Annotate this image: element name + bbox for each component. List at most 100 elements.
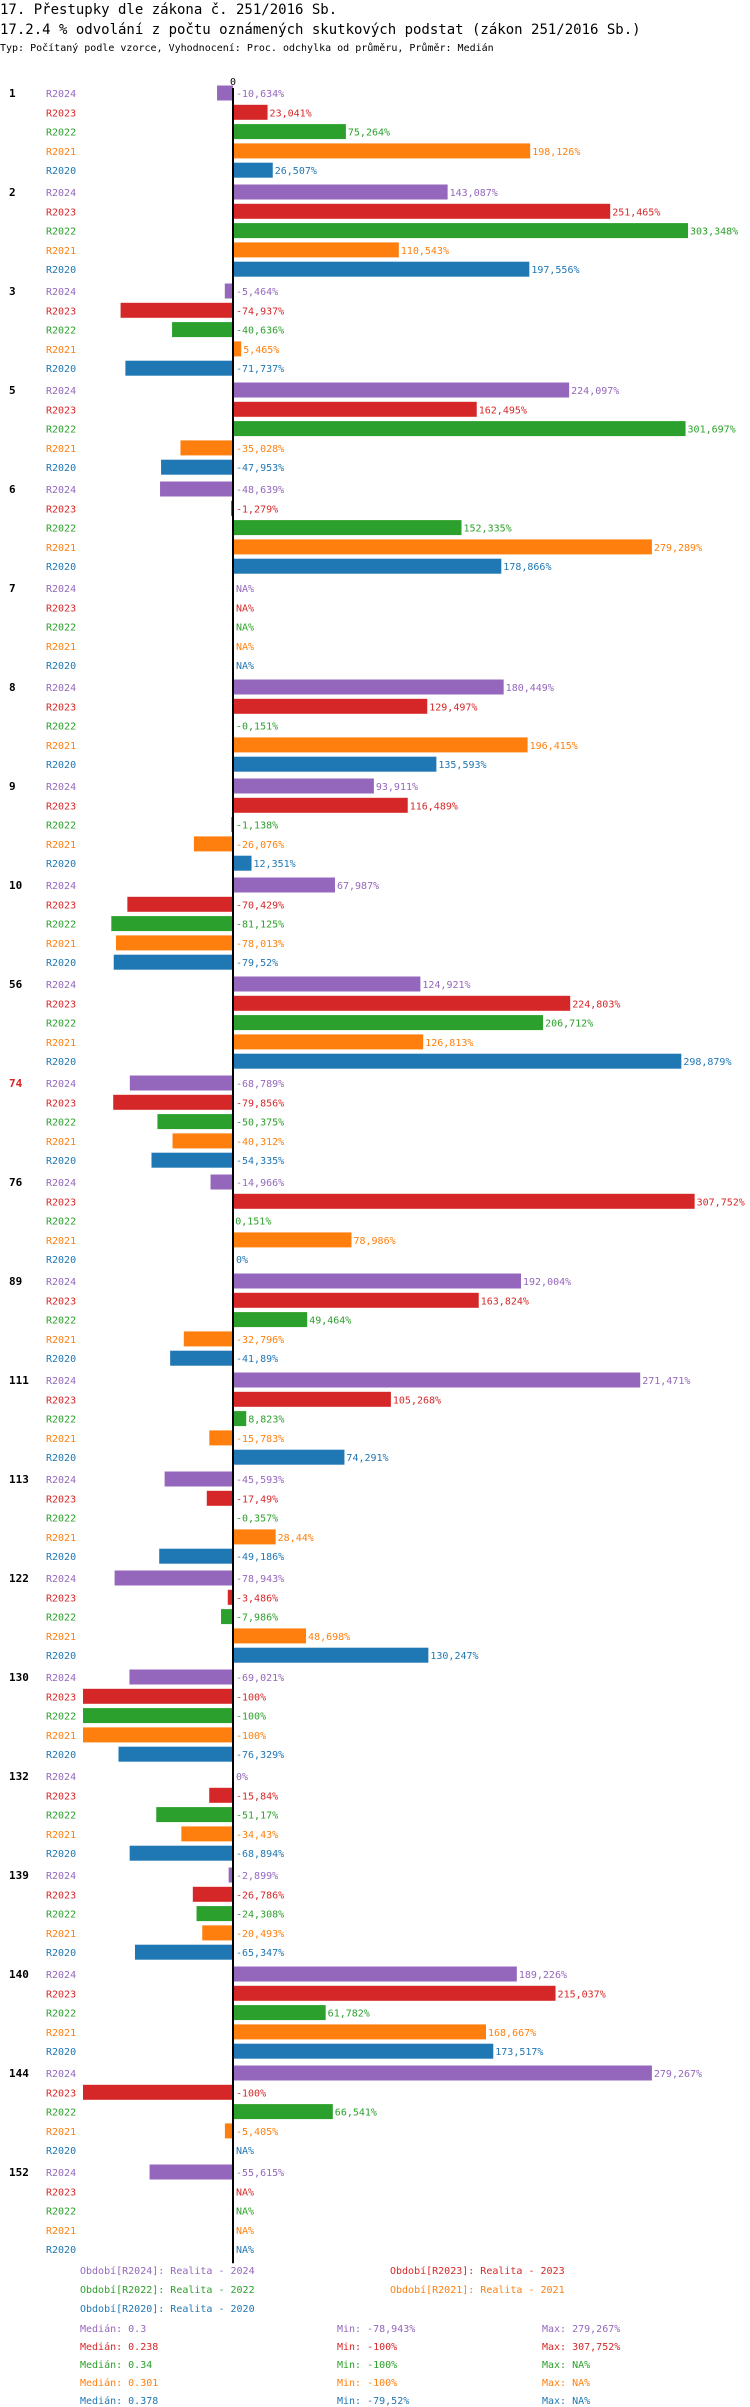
value-label-144-r2021: -5,405% [236,2127,278,2138]
value-label-111-r2023: 105,268% [393,1395,441,1406]
stat-min-r2020: Min: -79,52% [337,2396,409,2407]
series-label-7-r2023: R2023 [46,603,76,614]
series-label-76-r2022: R2022 [46,1217,76,1228]
value-label-3-r2024: -5,464% [236,287,278,298]
value-label-144-r2023: -100% [236,2088,266,2099]
value-label-7-r2023: NA% [236,603,254,614]
value-label-8-r2024: 180,449% [506,683,554,694]
value-label-2-r2021: 110,543% [401,246,449,257]
bar-132-r2021 [181,1826,233,1841]
bar-74-r2024 [130,1076,233,1091]
group-label-8: 8 [9,681,16,694]
series-label-8-r2020: R2020 [46,760,76,771]
group-label-1: 1 [9,87,16,100]
value-label-5-r2021: -35,028% [236,444,284,455]
bar-2-r2022 [233,223,688,238]
value-label-76-r2020: 0% [236,1255,248,1266]
value-label-139-r2020: -65,347% [236,1948,284,1959]
value-label-140-r2023: 215,037% [558,1989,606,2000]
value-label-74-r2024: -68,789% [236,1079,284,1090]
series-label-130-r2023: R2023 [46,1692,76,1703]
value-label-132-r2024: 0% [236,1772,248,1783]
bar-89-r2020 [170,1351,233,1366]
value-label-8-r2020: 135,593% [438,760,486,771]
value-label-1-r2022: 75,264% [348,128,390,139]
series-label-130-r2022: R2022 [46,1712,76,1723]
series-label-74-r2024: R2024 [46,1079,76,1090]
series-label-89-r2023: R2023 [46,1296,76,1307]
series-label-1-r2022: R2022 [46,128,76,139]
series-label-6-r2024: R2024 [46,485,76,496]
series-label-122-r2023: R2023 [46,1593,76,1604]
bar-5-r2021 [180,440,233,455]
series-label-139-r2024: R2024 [46,1871,76,1882]
group-label-130: 130 [9,1671,29,1684]
bar-6-r2021 [233,539,652,554]
bar-2-r2024 [233,185,448,200]
bar-56-r2024 [233,977,420,992]
value-label-89-r2022: 49,464% [309,1316,351,1327]
legend-period-r2024: Období[R2024]: Realita - 2024 [80,2266,255,2277]
bar-3-r2021 [233,341,241,356]
series-label-5-r2021: R2021 [46,444,76,455]
series-label-8-r2021: R2021 [46,741,76,752]
series-label-130-r2024: R2024 [46,1673,76,1684]
group-label-7: 7 [9,582,16,595]
group-label-89: 89 [9,1275,22,1288]
value-label-130-r2021: -100% [236,1731,266,1742]
bar-56-r2020 [233,1054,681,1069]
series-label-113-r2020: R2020 [46,1552,76,1563]
value-label-113-r2021: 28,44% [278,1533,314,1544]
value-label-139-r2022: -24,308% [236,1910,284,1921]
group-label-140: 140 [9,1968,29,1981]
series-label-10-r2024: R2024 [46,881,76,892]
stat-median-r2023: Medián: 0.238 [80,2342,158,2353]
bar-140-r2023 [233,1986,556,2001]
series-label-7-r2024: R2024 [46,584,76,595]
bar-5-r2020 [161,460,233,475]
bar-130-r2020 [119,1747,233,1762]
series-label-3-r2023: R2023 [46,306,76,317]
series-label-122-r2022: R2022 [46,1613,76,1624]
group-label-56: 56 [9,978,23,991]
bar-5-r2023 [233,402,477,417]
series-label-5-r2020: R2020 [46,463,76,474]
bar-3-r2024 [225,284,233,299]
series-label-7-r2020: R2020 [46,661,76,672]
bar-89-r2021 [184,1331,233,1346]
bar-10-r2022 [111,916,233,931]
value-label-8-r2023: 129,497% [429,702,477,713]
bar-139-r2020 [135,1945,233,1960]
value-label-5-r2023: 162,495% [479,405,527,416]
value-label-1-r2023: 23,041% [270,108,312,119]
value-label-3-r2021: 5,465% [243,345,279,356]
series-label-113-r2022: R2022 [46,1514,76,1525]
bar-122-r2022 [221,1609,233,1624]
value-label-76-r2021: 78,986% [353,1236,395,1247]
series-label-111-r2021: R2021 [46,1434,76,1445]
series-label-5-r2024: R2024 [46,386,76,397]
value-label-144-r2020: NA% [236,2146,254,2157]
value-label-89-r2023: 163,824% [481,1296,529,1307]
bar-6-r2024 [160,482,233,497]
bar-5-r2022 [233,421,686,436]
bar-144-r2023 [83,2085,233,2100]
series-label-76-r2021: R2021 [46,1236,76,1247]
series-label-2-r2020: R2020 [46,265,76,276]
bar-89-r2022 [233,1312,307,1327]
value-label-111-r2022: 8,823% [248,1415,284,1426]
value-label-152-r2023: NA% [236,2187,254,2198]
group-label-111: 111 [9,1374,29,1387]
value-label-10-r2020: -79,52% [236,958,278,969]
value-label-56-r2022: 206,712% [545,1019,593,1030]
legend-period-r2022: Období[R2022]: Realita - 2022 [80,2285,255,2296]
series-label-113-r2023: R2023 [46,1494,76,1505]
series-label-144-r2020: R2020 [46,2146,76,2157]
series-label-1-r2020: R2020 [46,166,76,177]
value-label-9-r2024: 93,911% [376,782,418,793]
value-label-132-r2023: -15,84% [236,1791,278,1802]
group-label-113: 113 [9,1473,29,1486]
value-label-111-r2021: -15,783% [236,1434,284,1445]
group-label-10: 10 [9,879,22,892]
stat-min-r2023: Min: -100% [337,2342,397,2353]
